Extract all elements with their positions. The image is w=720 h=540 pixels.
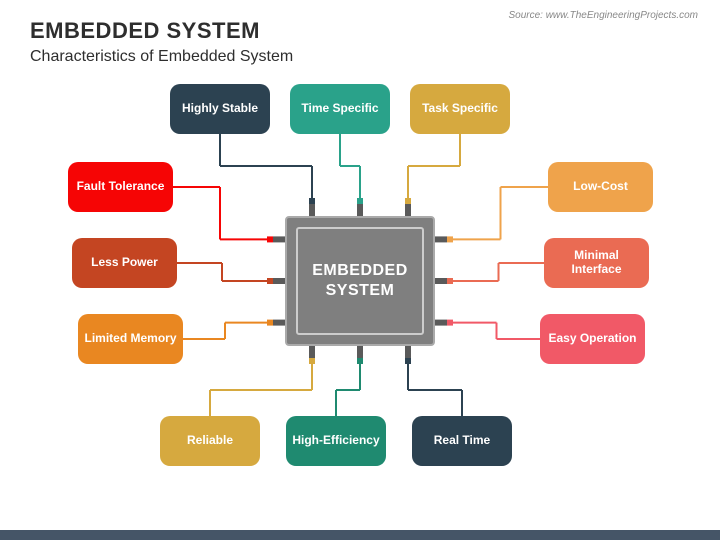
node-reliable: Reliable (160, 416, 260, 466)
node-minimal-iface: Minimal Interface (544, 238, 649, 288)
node-easy-operation: Easy Operation (540, 314, 645, 364)
node-highly-stable: Highly Stable (170, 84, 270, 134)
node-limited-memory: Limited Memory (78, 314, 183, 364)
node-time-specific: Time Specific (290, 84, 390, 134)
center-chip: EMBEDDED SYSTEM (285, 216, 435, 346)
node-real-time: Real Time (412, 416, 512, 466)
footer-bar (0, 530, 720, 540)
page-subtitle: Characteristics of Embedded System (30, 48, 690, 66)
page-title: EMBEDDED SYSTEM (30, 18, 690, 44)
node-high-eff: High-Efficiency (286, 416, 386, 466)
center-chip-label: EMBEDDED SYSTEM (296, 227, 424, 335)
node-task-specific: Task Specific (410, 84, 510, 134)
node-fault-tolerance: Fault Tolerance (68, 162, 173, 212)
source-text: Source: www.TheEngineeringProjects.com (508, 10, 698, 21)
node-low-cost: Low-Cost (548, 162, 653, 212)
node-less-power: Less Power (72, 238, 177, 288)
